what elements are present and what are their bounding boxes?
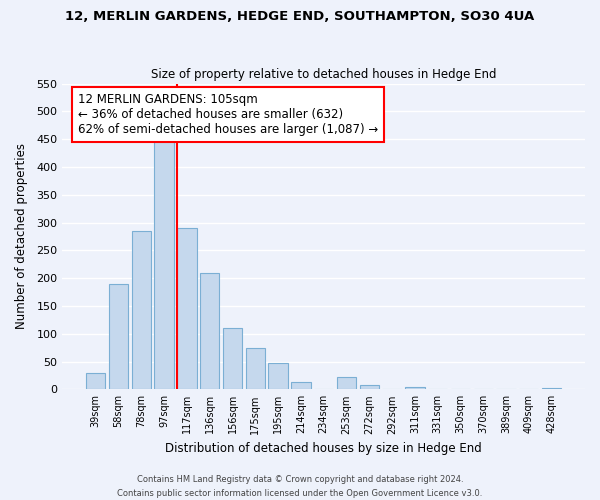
Bar	[245, 348, 265, 390]
Text: Contains HM Land Registry data © Crown copyright and database right 2024.
Contai: Contains HM Land Registry data © Crown c…	[118, 476, 482, 498]
Bar	[177, 228, 197, 390]
Bar	[405, 386, 425, 390]
Bar	[268, 363, 288, 390]
Bar	[359, 385, 379, 390]
Bar	[154, 134, 174, 390]
Y-axis label: Number of detached properties: Number of detached properties	[15, 144, 28, 330]
Bar	[542, 388, 561, 390]
Text: 12, MERLIN GARDENS, HEDGE END, SOUTHAMPTON, SO30 4UA: 12, MERLIN GARDENS, HEDGE END, SOUTHAMPT…	[65, 10, 535, 23]
Bar	[291, 382, 311, 390]
Bar	[131, 231, 151, 390]
Title: Size of property relative to detached houses in Hedge End: Size of property relative to detached ho…	[151, 68, 496, 81]
Bar	[86, 372, 106, 390]
Bar	[223, 328, 242, 390]
X-axis label: Distribution of detached houses by size in Hedge End: Distribution of detached houses by size …	[165, 442, 482, 455]
Bar	[200, 272, 220, 390]
Bar	[109, 284, 128, 390]
Text: 12 MERLIN GARDENS: 105sqm
← 36% of detached houses are smaller (632)
62% of semi: 12 MERLIN GARDENS: 105sqm ← 36% of detac…	[78, 92, 378, 136]
Bar	[337, 377, 356, 390]
